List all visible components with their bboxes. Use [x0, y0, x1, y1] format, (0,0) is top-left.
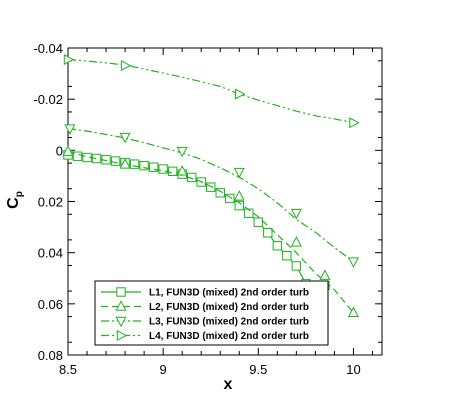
legend-marker-1 [116, 287, 126, 297]
y-tick-label: 0.02 [38, 195, 63, 210]
series-1-point [272, 241, 283, 251]
series-4-point [349, 117, 360, 129]
legend-label-2: L2, FUN3D (mixed) 2nd order turb [149, 302, 309, 313]
series-1-point [225, 193, 235, 204]
series-1-point [110, 156, 121, 166]
series-1-point [72, 151, 83, 161]
series-3-point [176, 146, 188, 158]
y-tick-label: 0.08 [38, 348, 63, 363]
legend-marker-4 [116, 329, 128, 342]
svg-text:Cp: Cp [5, 191, 25, 209]
series-2 [62, 145, 359, 317]
series-2-point [62, 145, 74, 156]
y-tick-label: 0 [56, 143, 63, 158]
legend-marker-3 [115, 316, 127, 328]
series-3-line [67, 127, 354, 263]
series-2-point [233, 190, 245, 201]
series-1-point [139, 160, 149, 171]
series-3 [64, 124, 359, 268]
series-1-point [129, 159, 140, 169]
series-3-point [233, 167, 245, 179]
y-axis-title-sub: p [14, 191, 25, 197]
series-1-point [167, 166, 178, 177]
series-2-point [319, 269, 331, 280]
x-axis-title: x [224, 376, 233, 393]
series-4-point [120, 60, 132, 72]
y-tick-label: 0.06 [38, 297, 63, 312]
series-4-line [67, 58, 354, 124]
series-1-line [67, 154, 326, 288]
series-layer [62, 53, 360, 317]
x-tick-label: 10 [346, 362, 360, 377]
series-4-point [63, 53, 75, 66]
series-1 [63, 150, 330, 292]
series-2-point [290, 236, 302, 247]
x-tick-label: 9 [160, 362, 167, 377]
x-tick-label: 8.5 [59, 362, 77, 377]
series-4-point [235, 88, 246, 100]
x-tick-label: 9.5 [249, 362, 267, 377]
series-2-point [176, 165, 188, 176]
series-1-point [148, 162, 159, 172]
y-axis: -0.04 -0.02 0 0.02 0.04 0.06 0.08 [33, 41, 382, 363]
series-1-point [291, 261, 302, 271]
legend-marker-2 [115, 300, 127, 311]
series-2-point [119, 158, 131, 169]
series-1-point [263, 228, 273, 238]
legend-label-3: L3, FUN3D (mixed) 2nd order turb [149, 317, 309, 328]
series-3-point [347, 257, 359, 268]
series-1-point [234, 200, 244, 211]
legend-label-4: L4, FUN3D (mixed) 2nd order turb [149, 331, 309, 342]
series-2-line [67, 151, 354, 314]
series-3-point [64, 124, 76, 135]
series-1-point [206, 182, 216, 192]
series-1-point [215, 188, 225, 198]
series-1-point [253, 217, 264, 227]
series-3-point [290, 208, 302, 220]
y-axis-title: Cp [5, 191, 25, 209]
series-1-point [91, 153, 102, 164]
x-axis: 8.5 9 9.5 10 [59, 48, 373, 377]
y-tick-label: 0.04 [38, 246, 63, 261]
series-2-point [347, 306, 359, 317]
y-axis-title-main: C [5, 197, 22, 209]
series-1-point [282, 251, 292, 261]
legend: L1, FUN3D (mixed) 2nd order turb L2, FUN3… [94, 280, 329, 346]
series-4 [63, 53, 360, 129]
y-tick-label: -0.02 [33, 92, 63, 107]
legend-label-1: L1, FUN3D (mixed) 2nd order turb [149, 288, 309, 299]
y-tick-label: -0.04 [33, 41, 63, 56]
series-1-point [244, 208, 254, 218]
series-1-point [158, 164, 168, 174]
series-3-point [119, 132, 131, 144]
